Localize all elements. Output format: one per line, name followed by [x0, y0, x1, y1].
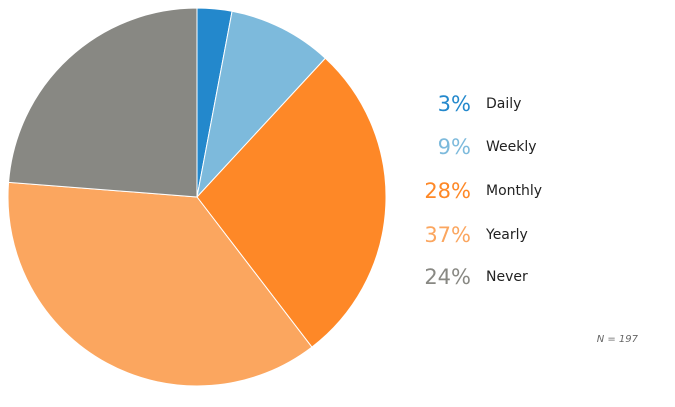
legend-label-never: Never — [486, 269, 528, 285]
pie-slice-weekly — [196, 10, 327, 199]
legend-value-daily: 3% — [438, 92, 471, 116]
legend-label-weekly: Weekly — [486, 139, 537, 155]
legend: 3% Daily 9% Weekly 28% Monthly 37% Yearly 24% Nev… — [424, 92, 542, 289]
pie-slice-monthly — [196, 57, 387, 348]
legend-value-weekly: 9% — [438, 135, 471, 159]
legend-label-daily: Daily — [486, 96, 521, 112]
legend-value-never: 24% — [424, 265, 471, 289]
sample-size-note: N = 197 — [597, 334, 639, 345]
pie-slice-never — [8, 7, 198, 198]
legend-value-yearly: 37% — [424, 223, 471, 247]
legend-value-monthly: 28% — [424, 179, 471, 203]
pie-slice-yearly — [7, 181, 313, 387]
legend-label-monthly: Monthly — [486, 183, 542, 199]
legend-label-yearly: Yearly — [485, 227, 528, 243]
pie-slices — [7, 7, 387, 387]
